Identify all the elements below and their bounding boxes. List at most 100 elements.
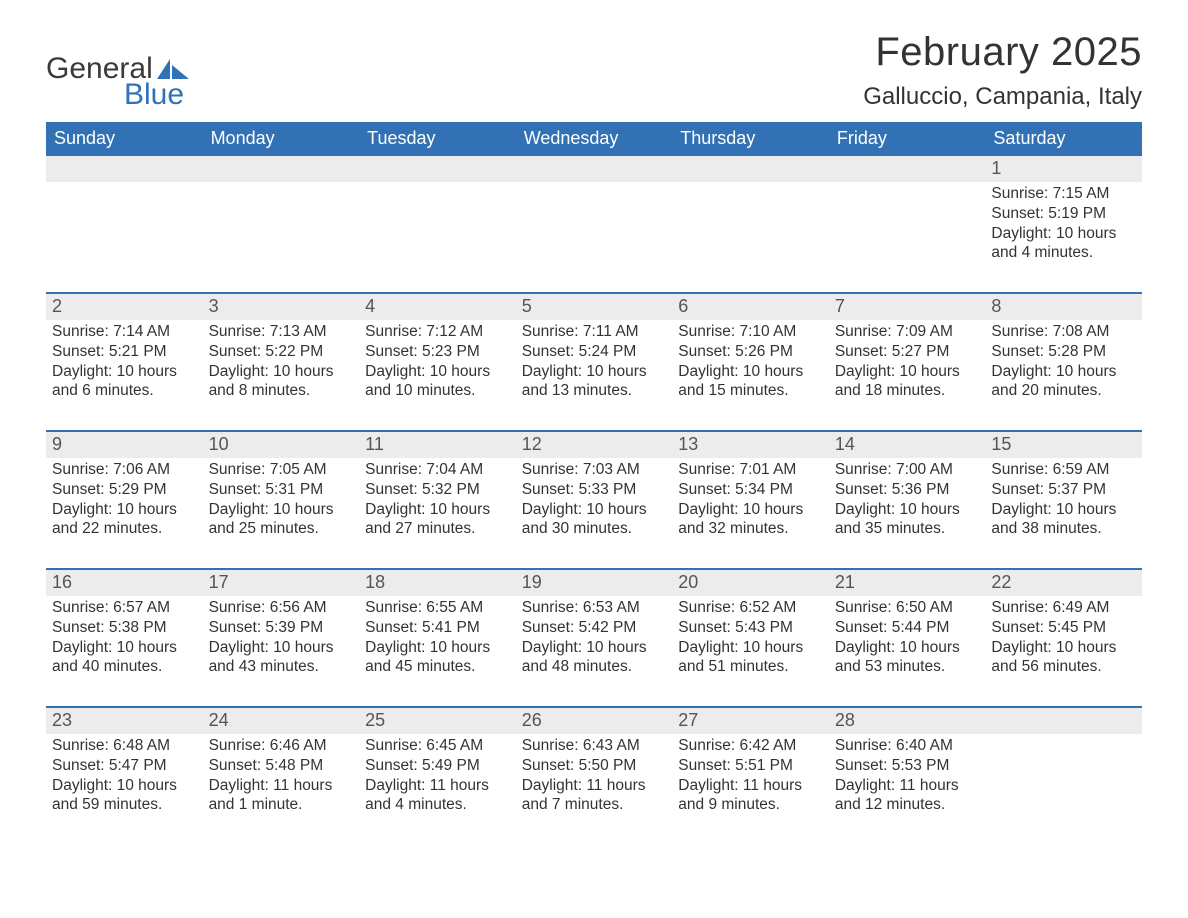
day-number: 3 — [203, 294, 360, 320]
day-number: 24 — [203, 708, 360, 734]
sunrise-text: Sunrise: 7:09 AM — [835, 322, 980, 342]
day-cell: 4Sunrise: 7:12 AMSunset: 5:23 PMDaylight… — [359, 294, 516, 412]
sunrise-text: Sunrise: 6:57 AM — [52, 598, 197, 618]
sunset-text: Sunset: 5:21 PM — [52, 342, 197, 362]
sunset-text: Sunset: 5:33 PM — [522, 480, 667, 500]
sunset-text: Sunset: 5:43 PM — [678, 618, 823, 638]
day-cell: 27Sunrise: 6:42 AMSunset: 5:51 PMDayligh… — [672, 708, 829, 826]
day-number: 28 — [829, 708, 986, 734]
day-of-week-header: Sunday Monday Tuesday Wednesday Thursday… — [46, 122, 1142, 156]
week-row: 23Sunrise: 6:48 AMSunset: 5:47 PM Dayligh… — [46, 706, 1142, 826]
logo-blue-text: Blue — [124, 78, 191, 112]
sunset-text: Sunset: 5:29 PM — [52, 480, 197, 500]
sunrise-text: Sunrise: 7:14 AM — [52, 322, 197, 342]
day-number: 5 — [516, 294, 673, 320]
sunrise-text: Sunrise: 6:46 AM — [209, 736, 354, 756]
sunrise-text: Sunrise: 7:08 AM — [991, 322, 1136, 342]
sunrise-text: Sunrise: 7:03 AM — [522, 460, 667, 480]
daylight-text: Daylight: 10 hours and 35 minutes. — [835, 500, 980, 540]
dow-tuesday: Tuesday — [359, 122, 516, 156]
sunrise-text: Sunrise: 6:56 AM — [209, 598, 354, 618]
daylight-text: Daylight: 10 hours and 38 minutes. — [991, 500, 1136, 540]
day-cell: 26Sunrise: 6:43 AMSunset: 5:50 PMDayligh… — [516, 708, 673, 826]
day-cell — [46, 156, 203, 274]
week-row: 2Sunrise: 7:14 AMSunset: 5:21 PMDaylight… — [46, 292, 1142, 412]
dow-thursday: Thursday — [672, 122, 829, 156]
day-number: 26 — [516, 708, 673, 734]
week-row: 1Sunrise: 7:15 AMSunset: 5:19 PMDaylight… — [46, 156, 1142, 274]
sunrise-text: Sunrise: 6:49 AM — [991, 598, 1136, 618]
sunrise-text: Sunrise: 6:43 AM — [522, 736, 667, 756]
day-number — [985, 708, 1142, 734]
day-number: 20 — [672, 570, 829, 596]
sunrise-text: Sunrise: 6:42 AM — [678, 736, 823, 756]
day-cell: 8Sunrise: 7:08 AMSunset: 5:28 PMDaylight… — [985, 294, 1142, 412]
day-cell — [985, 708, 1142, 826]
day-cell: 16Sunrise: 6:57 AMSunset: 5:38 PMDayligh… — [46, 570, 203, 688]
sunrise-text: Sunrise: 7:13 AM — [209, 322, 354, 342]
sunrise-text: Sunrise: 6:52 AM — [678, 598, 823, 618]
day-cell: 20Sunrise: 6:52 AMSunset: 5:43 PMDayligh… — [672, 570, 829, 688]
day-number: 18 — [359, 570, 516, 596]
day-cell — [203, 156, 360, 274]
weeks-container: 1Sunrise: 7:15 AMSunset: 5:19 PMDaylight… — [46, 156, 1142, 826]
sunset-text: Sunset: 5:31 PM — [209, 480, 354, 500]
daylight-text: Daylight: 11 hours and 7 minutes. — [522, 776, 667, 816]
day-number: 23 — [46, 708, 203, 734]
day-number — [516, 156, 673, 182]
sunset-text: Sunset: 5:19 PM — [991, 204, 1136, 224]
sunset-text: Sunset: 5:36 PM — [835, 480, 980, 500]
day-cell: 7Sunrise: 7:09 AMSunset: 5:27 PMDaylight… — [829, 294, 986, 412]
day-cell: 3Sunrise: 7:13 AMSunset: 5:22 PMDaylight… — [203, 294, 360, 412]
sunset-text: Sunset: 5:23 PM — [365, 342, 510, 362]
day-number: 9 — [46, 432, 203, 458]
daylight-text: Daylight: 11 hours and 1 minute. — [209, 776, 354, 816]
daylight-text: Daylight: 10 hours and 56 minutes. — [991, 638, 1136, 678]
month-title: February 2025 — [863, 30, 1142, 75]
daylight-text: Daylight: 10 hours and 8 minutes. — [209, 362, 354, 402]
day-number: 17 — [203, 570, 360, 596]
daylight-text: Daylight: 10 hours and 18 minutes. — [835, 362, 980, 402]
day-cell: 23Sunrise: 6:48 AMSunset: 5:47 PMDayligh… — [46, 708, 203, 826]
sunrise-text: Sunrise: 6:59 AM — [991, 460, 1136, 480]
sunrise-text: Sunrise: 7:10 AM — [678, 322, 823, 342]
dow-sunday: Sunday — [46, 122, 203, 156]
daylight-text: Daylight: 10 hours and 15 minutes. — [678, 362, 823, 402]
title-block: February 2025 Galluccio, Campania, Italy — [863, 30, 1142, 111]
day-number: 21 — [829, 570, 986, 596]
sunrise-text: Sunrise: 6:48 AM — [52, 736, 197, 756]
day-number: 4 — [359, 294, 516, 320]
sunset-text: Sunset: 5:28 PM — [991, 342, 1136, 362]
day-number: 25 — [359, 708, 516, 734]
daylight-text: Daylight: 11 hours and 12 minutes. — [835, 776, 980, 816]
daylight-text: Daylight: 10 hours and 40 minutes. — [52, 638, 197, 678]
sunset-text: Sunset: 5:47 PM — [52, 756, 197, 776]
sunset-text: Sunset: 5:22 PM — [209, 342, 354, 362]
daylight-text: Daylight: 10 hours and 30 minutes. — [522, 500, 667, 540]
sunrise-text: Sunrise: 6:53 AM — [522, 598, 667, 618]
daylight-text: Daylight: 10 hours and 32 minutes. — [678, 500, 823, 540]
sunset-text: Sunset: 5:51 PM — [678, 756, 823, 776]
dow-monday: Monday — [203, 122, 360, 156]
day-number: 8 — [985, 294, 1142, 320]
daylight-text: Daylight: 10 hours and 48 minutes. — [522, 638, 667, 678]
day-number: 1 — [985, 156, 1142, 182]
sunrise-text: Sunrise: 7:01 AM — [678, 460, 823, 480]
calendar: Sunday Monday Tuesday Wednesday Thursday… — [46, 122, 1142, 826]
day-cell: 6Sunrise: 7:10 AMSunset: 5:26 PMDaylight… — [672, 294, 829, 412]
day-number: 14 — [829, 432, 986, 458]
day-number: 16 — [46, 570, 203, 596]
day-cell: 14Sunrise: 7:00 AMSunset: 5:36 PMDayligh… — [829, 432, 986, 550]
sunset-text: Sunset: 5:49 PM — [365, 756, 510, 776]
day-cell — [359, 156, 516, 274]
daylight-text: Daylight: 10 hours and 25 minutes. — [209, 500, 354, 540]
daylight-text: Daylight: 10 hours and 4 minutes. — [991, 224, 1136, 264]
dow-saturday: Saturday — [985, 122, 1142, 156]
day-cell: 17Sunrise: 6:56 AMSunset: 5:39 PMDayligh… — [203, 570, 360, 688]
day-cell: 19Sunrise: 6:53 AMSunset: 5:42 PMDayligh… — [516, 570, 673, 688]
sunset-text: Sunset: 5:26 PM — [678, 342, 823, 362]
sunrise-text: Sunrise: 7:05 AM — [209, 460, 354, 480]
day-number: 22 — [985, 570, 1142, 596]
sunset-text: Sunset: 5:39 PM — [209, 618, 354, 638]
sunset-text: Sunset: 5:27 PM — [835, 342, 980, 362]
